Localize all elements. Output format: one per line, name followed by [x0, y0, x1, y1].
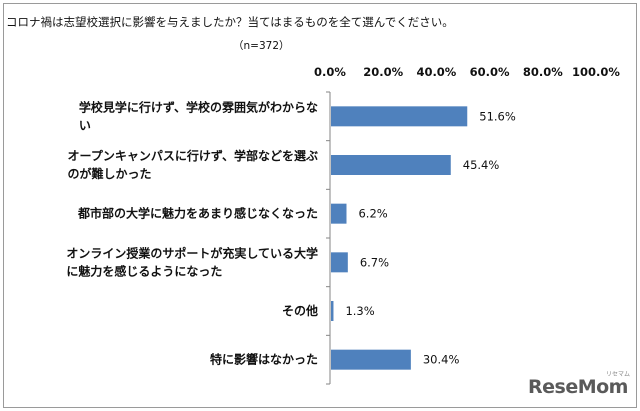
- sample-size-label: （n=372）: [233, 40, 290, 52]
- category-label-line: オンライン授業のサポートが充実している大学: [66, 245, 318, 260]
- bar: [331, 203, 347, 224]
- x-axis-ticks: 0.0% 20.0% 40.0% 60.0% 80.0% 100.0%: [314, 65, 620, 79]
- category-label-line: 都市部の大学に魅力をあまり感じなくなった: [77, 206, 318, 221]
- value-label: 30.4%: [423, 353, 460, 367]
- x-tick-label: 40.0%: [416, 65, 456, 79]
- value-label: 6.7%: [360, 255, 389, 269]
- bar: [331, 301, 334, 321]
- resemom-logo-kana: リセマム: [606, 371, 631, 378]
- x-tick-label: 60.0%: [470, 65, 510, 79]
- value-label: 45.4%: [463, 158, 500, 172]
- category-label-line: 学校見学に行けず、学校の雰囲気がわからな: [79, 99, 318, 114]
- category-label: オープンキャンパスに行けず、学部などを選ぶのが難しかった: [68, 148, 318, 181]
- x-tick-label: 0.0%: [314, 65, 346, 79]
- bars: [326, 91, 468, 385]
- x-tick-label: 100.0%: [572, 65, 620, 79]
- value-label: 6.2%: [358, 207, 387, 221]
- resemom-logo: ReseMom: [528, 376, 628, 398]
- category-label: 特に影響はなかった: [210, 352, 318, 367]
- chart-frame: [3, 3, 637, 408]
- category-label-line: に魅力を感じるようになった: [66, 263, 222, 278]
- bar: [331, 106, 468, 127]
- bar: [331, 252, 348, 273]
- category-label-line: その他: [282, 303, 318, 318]
- value-label: 51.6%: [479, 109, 516, 123]
- category-label: 学校見学に行けず、学校の雰囲気がわからない: [79, 99, 318, 132]
- category-label-line: オープンキャンパスに行けず、学部などを選ぶ: [68, 148, 318, 163]
- x-tick-label: 80.0%: [523, 65, 563, 79]
- value-label: 1.3%: [345, 304, 374, 318]
- category-label-line: 特に影響はなかった: [210, 352, 318, 367]
- value-labels: 51.6% 45.4% 6.2% 6.7% 1.3% 30.4%: [345, 109, 515, 366]
- category-labels: 学校見学に行けず、学校の雰囲気がわからないオープンキャンパスに行けず、学部などを…: [66, 99, 318, 366]
- category-label-line: のが難しかった: [68, 166, 152, 181]
- category-label: その他: [282, 303, 318, 318]
- category-label: オンライン授業のサポートが充実している大学に魅力を感じるようになった: [66, 245, 318, 278]
- bar: [331, 349, 411, 370]
- category-label-line: い: [79, 118, 91, 132]
- category-label: 都市部の大学に魅力をあまり感じなくなった: [77, 206, 318, 221]
- x-tick-label: 20.0%: [363, 65, 403, 79]
- bar: [331, 155, 451, 175]
- chart-title: コロナ禍は志望校選択に影響を与えましたか？当てはまるものを全て選んでください。: [6, 15, 454, 29]
